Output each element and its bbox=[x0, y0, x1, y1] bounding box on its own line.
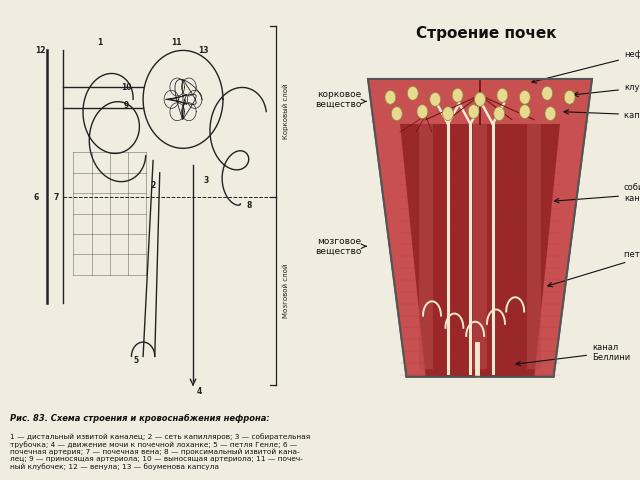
Circle shape bbox=[408, 86, 419, 100]
Polygon shape bbox=[400, 124, 560, 377]
Circle shape bbox=[430, 93, 440, 106]
Text: 1: 1 bbox=[97, 38, 102, 47]
Text: петля Генле: петля Генле bbox=[548, 250, 640, 287]
Text: 2: 2 bbox=[150, 180, 156, 190]
Text: 4: 4 bbox=[197, 386, 202, 396]
Polygon shape bbox=[473, 124, 487, 369]
Text: 10: 10 bbox=[121, 83, 132, 92]
Text: 5: 5 bbox=[134, 356, 139, 365]
Text: Рис. 83. Схема строения и кровоснабжения нефрона:: Рис. 83. Схема строения и кровоснабжения… bbox=[10, 414, 269, 423]
Text: корковое
вещество: корковое вещество bbox=[316, 90, 362, 109]
Circle shape bbox=[385, 90, 396, 104]
Text: клубочек: клубочек bbox=[573, 83, 640, 96]
Polygon shape bbox=[368, 79, 592, 124]
Text: капсула Боумена: капсула Боумена bbox=[564, 110, 640, 120]
Circle shape bbox=[545, 107, 556, 120]
Circle shape bbox=[519, 90, 530, 104]
Text: Мозговой слой: Мозговой слой bbox=[283, 264, 289, 318]
Polygon shape bbox=[419, 124, 433, 369]
Text: 9: 9 bbox=[124, 101, 129, 110]
Text: 12: 12 bbox=[35, 46, 45, 55]
Text: 11: 11 bbox=[171, 38, 182, 47]
Circle shape bbox=[452, 88, 463, 102]
Text: нефрон: нефрон bbox=[532, 50, 640, 83]
Circle shape bbox=[497, 88, 508, 102]
Circle shape bbox=[475, 93, 486, 106]
Text: мозговое
вещество: мозговое вещество bbox=[316, 237, 362, 256]
Text: 1 — дистальный извитой каналец; 2 — сеть капилляров; 3 — собирательная
трубочка;: 1 — дистальный извитой каналец; 2 — сеть… bbox=[10, 433, 310, 470]
Text: Строение почек: Строение почек bbox=[416, 26, 557, 41]
Circle shape bbox=[541, 86, 553, 100]
Text: 3: 3 bbox=[204, 177, 209, 185]
Circle shape bbox=[468, 105, 479, 119]
Circle shape bbox=[519, 105, 530, 119]
Text: 8: 8 bbox=[247, 201, 252, 210]
Circle shape bbox=[494, 107, 504, 120]
Text: 7: 7 bbox=[54, 193, 60, 202]
Text: Корковый слой: Корковый слой bbox=[283, 84, 289, 139]
Polygon shape bbox=[527, 124, 541, 369]
Text: 6: 6 bbox=[34, 193, 39, 202]
Text: собирательный
канал: собирательный канал bbox=[554, 183, 640, 203]
Circle shape bbox=[417, 105, 428, 119]
Text: канал
Беллини: канал Беллини bbox=[516, 343, 630, 366]
Text: 13: 13 bbox=[198, 46, 208, 55]
Polygon shape bbox=[368, 79, 592, 377]
Circle shape bbox=[443, 107, 453, 120]
Circle shape bbox=[392, 107, 403, 120]
Circle shape bbox=[564, 90, 575, 104]
